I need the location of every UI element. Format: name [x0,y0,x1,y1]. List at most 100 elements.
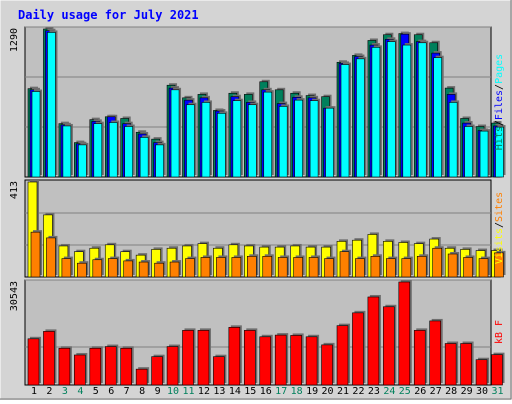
bar-pages-day-15 [248,104,257,178]
bar-pages-day-9 [155,144,164,178]
x-label-day-26: 26 [414,386,426,397]
bar-pages-day-23 [371,47,381,178]
bar-kbytes-day-29 [460,343,472,386]
bar-sites-day-4 [77,262,87,278]
bar-pages-day-13 [217,113,226,178]
bar-pages-day-8 [139,137,149,178]
bar-pages-day-30 [479,130,489,178]
bar-sites-day-1 [30,231,41,278]
bar-kbytes-day-14 [228,327,241,386]
bar-pages-day-22 [356,58,365,178]
bar-kbytes-day-31 [491,354,503,386]
bar-kbytes-day-28 [444,343,457,386]
bar-sites-day-28 [447,253,458,278]
bar-kbytes-day-12 [197,330,210,386]
bar-kbytes-day-18 [290,335,302,386]
bar-pages-day-18 [294,99,303,178]
bar-sites-day-6 [107,258,118,278]
bar-kbytes-day-7 [120,347,132,386]
bar-sites-day-30 [478,258,489,278]
x-label-day-10: 10 [167,386,179,397]
x-label-day-15: 15 [244,386,256,397]
bar-kbytes-day-23 [367,296,380,386]
bar-pages-day-19 [309,100,319,178]
x-label-day-12: 12 [198,386,210,397]
bar-sites-day-16 [262,255,273,278]
bar-kbytes-day-30 [475,359,488,386]
x-axis-labels: 1 2 3 4 5 6 7 8 9 10 11 12 13 14 15 16 17 18 19 20 21 22 23 24 2… [31,386,504,397]
bar-sites-day-8 [138,261,149,278]
x-label-day-13: 13 [213,386,225,397]
bar-pages-day-25 [402,44,412,178]
bar-sites-day-11 [185,258,195,278]
bar-pages-day-20 [325,107,334,178]
bar-sites-day-7 [123,260,133,278]
bar-pages-day-1 [31,91,41,178]
bar-pages-day-21 [340,64,350,178]
bar-sites-day-27 [432,247,443,278]
x-label-day-18: 18 [291,386,303,397]
x-label-day-30: 30 [476,386,488,397]
legend-sites: Sites [494,192,505,222]
legend-separator: / [494,222,505,228]
bar-kbytes-day-8 [135,368,148,386]
bar-sites-day-25 [401,258,412,278]
kbytes-ymax-label: 30543 [9,281,20,311]
bar-kbytes-day-16 [259,336,272,386]
bar-kbytes-day-27 [429,320,442,386]
bar-kbytes-day-20 [321,344,333,386]
hits-files-pages-legend: Hits/Files/Pages [494,54,505,150]
bar-sites-day-19 [308,257,319,278]
bar-kbytes-day-9 [151,356,163,386]
kbytes-legend: kB F [494,320,505,344]
x-label-day-11: 11 [182,386,194,397]
x-label-day-8: 8 [139,386,145,397]
visits-sites-panel: 413 Visits/Sites [9,179,506,278]
legend-files: Files [494,90,505,120]
bar-kbytes-day-24 [383,306,395,386]
bar-pages-day-11 [186,104,195,178]
x-label-day-21: 21 [337,386,349,397]
bar-pages-day-14 [232,100,242,178]
chart-panels: 1290Hits/Files/Pages413Visits/Sites30543… [9,26,506,386]
bar-kbytes-day-2 [43,331,55,386]
bar-sites-day-14 [231,257,242,278]
x-label-day-4: 4 [77,386,83,397]
bar-kbytes-day-17 [274,334,287,386]
bar-kbytes-day-15 [244,330,256,386]
bar-sites-day-29 [463,257,473,278]
bar-sites-day-18 [293,257,303,278]
x-label-day-1: 1 [31,386,37,397]
bar-kbytes-day-22 [352,312,364,386]
x-label-day-31: 31 [491,386,503,397]
bar-kbytes-day-4 [74,354,86,386]
legend-hits: Hits [494,126,505,150]
bar-pages-day-10 [170,89,180,178]
hits-files-pages-ymax-label: 1290 [9,28,20,52]
bar-kbytes-day-1 [27,338,40,386]
bar-sites-day-9 [154,262,164,278]
legend-separator: / [494,84,505,90]
bar-pages-day-3 [62,125,72,178]
bar-pages-day-29 [464,126,473,178]
bar-pages-day-6 [108,122,118,178]
bar-kbytes-day-13 [213,356,225,386]
bar-pages-day-31 [495,126,504,178]
x-label-day-7: 7 [124,386,130,397]
bar-sites-day-3 [61,258,72,278]
x-label-day-23: 23 [368,386,380,397]
bar-pages-day-4 [78,144,87,178]
bar-sites-day-17 [277,257,288,278]
bar-pages-day-28 [448,102,458,178]
bar-pages-day-2 [47,32,56,178]
bar-pages-day-17 [278,106,288,178]
chart-title: Daily usage for July 2021 [18,8,199,22]
bar-kbytes-day-25 [398,281,411,386]
bar-kbytes-day-6 [104,346,117,386]
bar-kbytes-day-19 [305,336,318,386]
x-label-day-28: 28 [445,386,457,397]
bar-sites-day-10 [169,261,180,278]
